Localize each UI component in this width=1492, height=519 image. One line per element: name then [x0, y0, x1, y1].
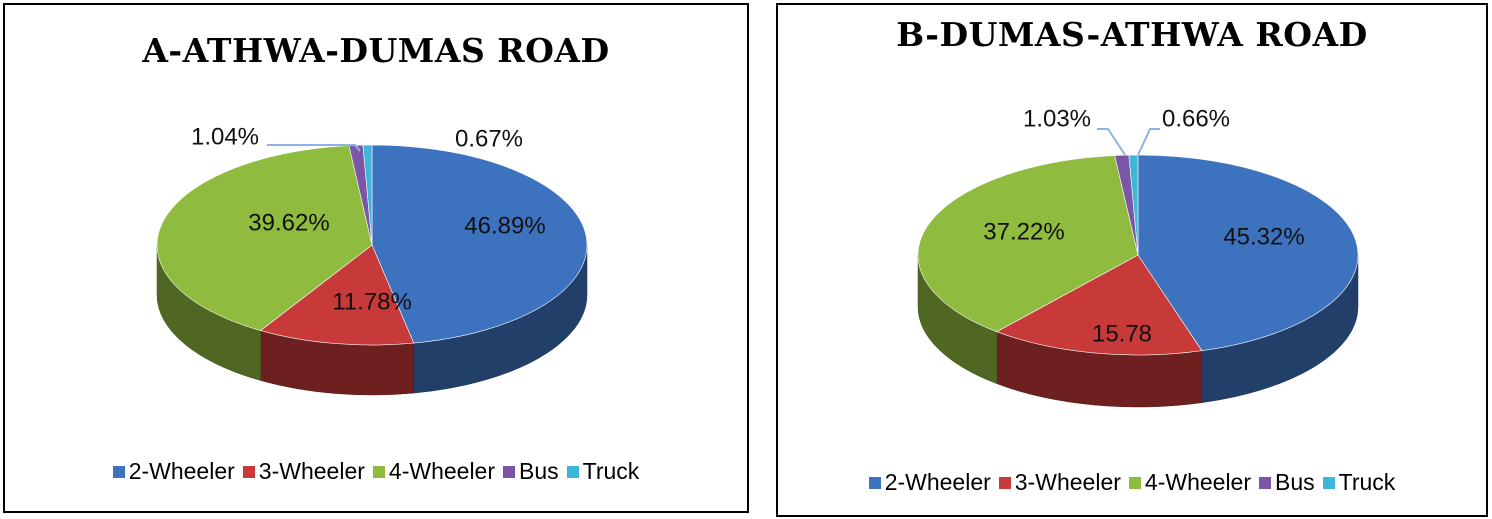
pie-slice-truck — [1128, 154, 1139, 256]
legend-swatch — [1322, 476, 1335, 489]
chart-title: B-DUMAS-ATHWA ROAD — [896, 15, 1368, 54]
data-label-truck: 0.66% — [1162, 105, 1230, 132]
pie-slice-2-wheeler — [371, 144, 588, 344]
legend-label: 2-Wheeler — [884, 469, 991, 495]
legend: 2-Wheeler 3-Wheeler 4-Wheeler Bus Truck — [778, 469, 1486, 496]
legend-item-2-wheeler: 2-Wheeler — [112, 458, 235, 485]
legend-label: 4-Wheeler — [388, 458, 496, 484]
pie-slice-3-wheeler — [259, 244, 415, 346]
legend-swatch — [998, 476, 1011, 489]
pie-tops — [156, 144, 588, 346]
legend-item-4-wheeler: 4-Wheeler — [372, 458, 496, 485]
pie-slice-truck — [362, 144, 373, 246]
pie-slice-2-wheeler — [1137, 154, 1359, 352]
legend-item-2-wheeler: 2-Wheeler — [868, 469, 991, 496]
data-label-3-wheeler: 11.78% — [332, 288, 412, 315]
chart-panel-b: B-DUMAS-ATHWA ROAD 45.32% 15.78 37.22% 1.03… — [776, 3, 1488, 517]
data-label-bus: 1.03% — [1023, 105, 1091, 132]
legend-item-3-wheeler: 3-Wheeler — [242, 458, 365, 485]
legend-item-truck: Truck — [1322, 469, 1396, 496]
legend-label: Truck — [1338, 469, 1396, 495]
leader-line — [1097, 128, 1126, 156]
pie-slice-4-wheeler — [917, 155, 1139, 333]
chart-panel-a: A-ATHWA-DUMAS ROAD 46.89% 11.78% 39.62% 1.0… — [3, 3, 749, 513]
legend-swatch — [112, 465, 125, 478]
legend-swatch — [566, 465, 579, 478]
data-label-3-wheeler: 15.78 — [1092, 320, 1152, 347]
legend-swatch — [503, 465, 516, 478]
legend-item-bus: Bus — [1259, 469, 1315, 496]
data-label-2-wheeler: 45.32% — [1223, 223, 1304, 250]
leader-line — [267, 144, 361, 152]
legend-label: Bus — [1275, 469, 1315, 495]
chart-title: A-ATHWA-DUMAS ROAD — [142, 31, 610, 70]
legend-swatch — [868, 476, 881, 489]
legend-swatch — [1128, 476, 1141, 489]
legend-label: Bus — [519, 458, 559, 484]
legend-item-4-wheeler: 4-Wheeler — [1128, 469, 1252, 496]
data-label-2-wheeler: 46.89% — [464, 212, 545, 239]
legend-item-3-wheeler: 3-Wheeler — [998, 469, 1121, 496]
data-label-bus: 1.04% — [191, 123, 259, 150]
legend-label: 3-Wheeler — [1014, 469, 1121, 495]
legend-label: 4-Wheeler — [1144, 469, 1252, 495]
leader-line — [1137, 128, 1160, 156]
legend-item-bus: Bus — [503, 458, 559, 485]
pie-chart-a: 46.89% 11.78% 39.62% 1.04% 0.67% — [156, 123, 588, 396]
legend-swatch — [372, 465, 385, 478]
data-label-truck: 0.67% — [455, 125, 523, 152]
pie-chart-b: 45.32% 15.78 37.22% 1.03% 0.66% — [917, 105, 1359, 408]
legend-label: 3-Wheeler — [258, 458, 365, 484]
pie-tops — [917, 154, 1359, 356]
legend-swatch — [1259, 476, 1272, 489]
legend-item-truck: Truck — [566, 458, 640, 485]
legend-swatch — [242, 465, 255, 478]
pie-slice-3-wheeler — [996, 254, 1203, 356]
legend-label: Truck — [582, 458, 640, 484]
legend-label: 2-Wheeler — [128, 458, 235, 484]
legend: 2-Wheeler 3-Wheeler 4-Wheeler Bus Truck — [5, 458, 747, 485]
pie-sides — [156, 244, 588, 396]
data-label-4-wheeler: 37.22% — [983, 218, 1064, 245]
data-label-4-wheeler: 39.62% — [248, 209, 329, 236]
pie-slice-4-wheeler — [156, 145, 373, 331]
